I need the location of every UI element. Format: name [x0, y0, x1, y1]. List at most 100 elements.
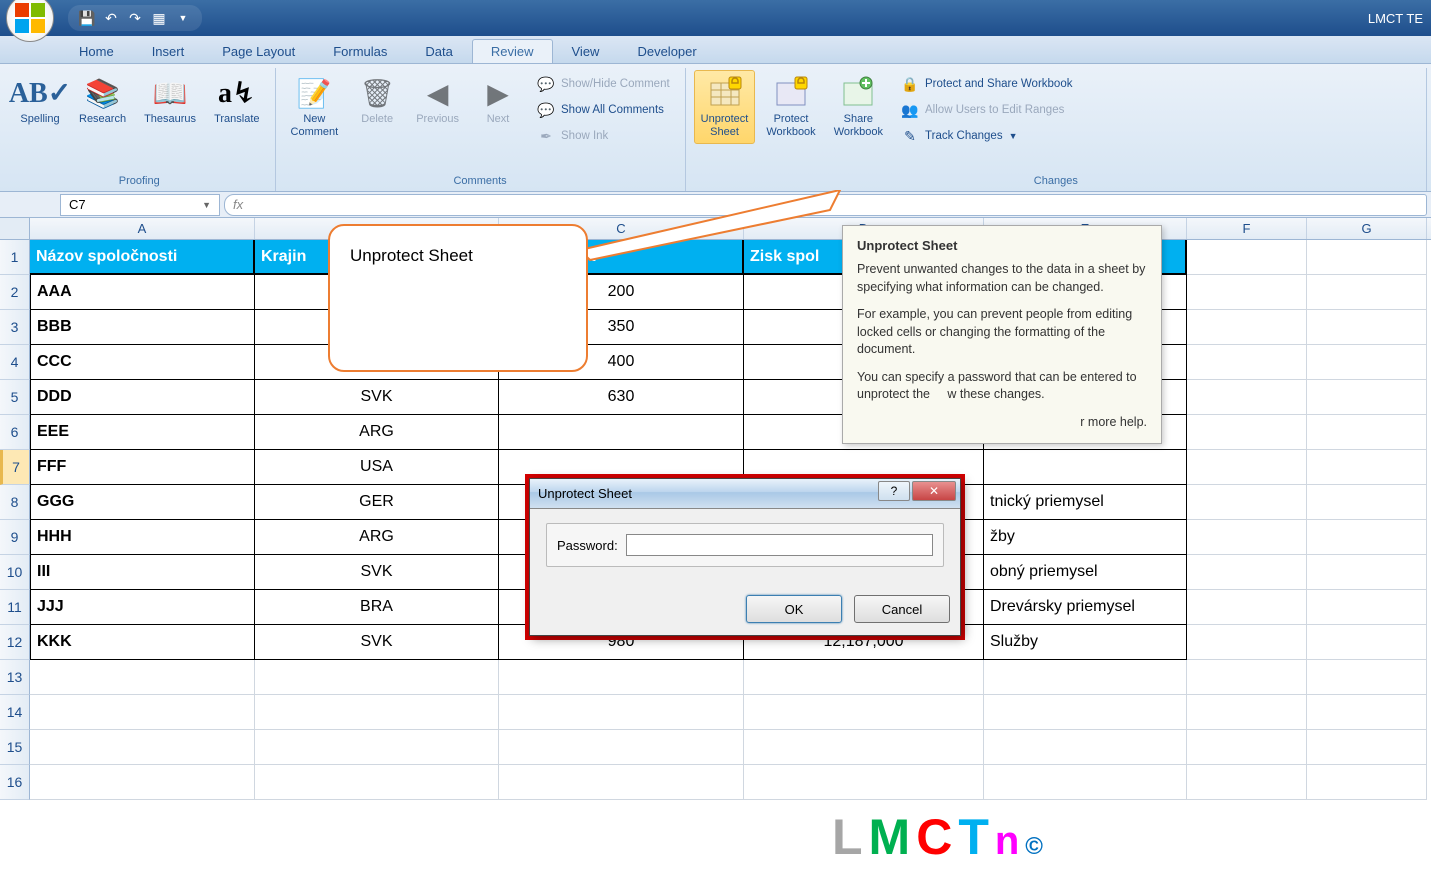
ok-button[interactable]: OK	[746, 595, 842, 623]
data-cell[interactable]: FFF	[30, 450, 255, 485]
cell[interactable]	[1187, 765, 1307, 800]
show-all-comments-button[interactable]: 💬Show All Comments	[530, 98, 677, 122]
cell[interactable]	[1307, 555, 1427, 590]
cell[interactable]	[1307, 310, 1427, 345]
allow-users-button[interactable]: 👥Allow Users to Edit Ranges	[894, 98, 1079, 122]
cell[interactable]	[1187, 730, 1307, 765]
data-cell[interactable]: HHH	[30, 520, 255, 555]
protect-workbook-button[interactable]: Protect Workbook	[759, 70, 822, 144]
data-cell[interactable]: CCC	[30, 345, 255, 380]
data-cell[interactable]	[984, 450, 1187, 485]
tab-view[interactable]: View	[553, 39, 619, 63]
translate-button[interactable]: a↯ Translate	[207, 70, 266, 131]
cell[interactable]	[30, 765, 255, 800]
cell[interactable]	[984, 765, 1187, 800]
row-header[interactable]: 1	[0, 240, 30, 275]
data-cell[interactable]: SVK	[255, 625, 499, 660]
data-cell[interactable]: GGG	[30, 485, 255, 520]
cell[interactable]	[1187, 240, 1307, 275]
protect-share-button[interactable]: 🔒Protect and Share Workbook	[894, 72, 1079, 96]
cell[interactable]	[984, 695, 1187, 730]
cell[interactable]	[1187, 345, 1307, 380]
qat-customize-icon[interactable]: ▼	[172, 7, 194, 29]
delete-comment-button[interactable]: 🗑 Delete	[349, 70, 405, 131]
cell[interactable]	[30, 660, 255, 695]
cell[interactable]	[1307, 485, 1427, 520]
show-ink-button[interactable]: ✒Show Ink	[530, 124, 677, 148]
spelling-button[interactable]: AB✓ Spelling	[12, 70, 68, 131]
data-cell[interactable]: SVK	[255, 555, 499, 590]
data-cell[interactable]: AAA	[30, 275, 255, 310]
next-comment-button[interactable]: ▶ Next	[470, 70, 526, 131]
row-header[interactable]: 2	[0, 275, 30, 310]
cell[interactable]	[255, 765, 499, 800]
col-header-A[interactable]: A	[30, 218, 255, 239]
tab-page-layout[interactable]: Page Layout	[203, 39, 314, 63]
cell[interactable]	[1187, 625, 1307, 660]
row-header[interactable]: 6	[0, 415, 30, 450]
qat-item-icon[interactable]: ▦	[148, 7, 170, 29]
row-header[interactable]: 8	[0, 485, 30, 520]
data-cell[interactable]: ARG	[255, 415, 499, 450]
chevron-down-icon[interactable]: ▼	[202, 200, 211, 210]
dialog-close-button[interactable]: ✕	[912, 481, 956, 501]
share-workbook-button[interactable]: Share Workbook	[827, 70, 890, 144]
row-header[interactable]: 4	[0, 345, 30, 380]
tab-insert[interactable]: Insert	[133, 39, 204, 63]
data-cell[interactable]: III	[30, 555, 255, 590]
cell[interactable]	[984, 730, 1187, 765]
row-header[interactable]: 15	[0, 730, 30, 765]
row-header[interactable]: 13	[0, 660, 30, 695]
cell[interactable]	[1187, 485, 1307, 520]
previous-comment-button[interactable]: ◀ Previous	[409, 70, 466, 131]
data-cell[interactable]: JJJ	[30, 590, 255, 625]
data-cell[interactable]: tnický priemysel	[984, 485, 1187, 520]
data-cell[interactable]: BBB	[30, 310, 255, 345]
cell[interactable]	[1187, 555, 1307, 590]
data-cell[interactable]: EEE	[30, 415, 255, 450]
cell[interactable]	[499, 730, 744, 765]
row-header[interactable]: 12	[0, 625, 30, 660]
data-cell[interactable]: GER	[255, 485, 499, 520]
cell[interactable]	[1307, 380, 1427, 415]
row-header[interactable]: 10	[0, 555, 30, 590]
password-input[interactable]	[626, 534, 933, 556]
cancel-button[interactable]: Cancel	[854, 595, 950, 623]
tab-data[interactable]: Data	[406, 39, 471, 63]
row-header[interactable]: 14	[0, 695, 30, 730]
row-header[interactable]: 11	[0, 590, 30, 625]
tab-formulas[interactable]: Formulas	[314, 39, 406, 63]
cell[interactable]	[499, 695, 744, 730]
cell[interactable]	[1307, 520, 1427, 555]
header-cell[interactable]: Názov spoločnosti	[30, 240, 255, 275]
cell[interactable]	[984, 660, 1187, 695]
tab-home[interactable]: Home	[60, 39, 133, 63]
office-button[interactable]	[6, 0, 54, 42]
cell[interactable]	[1187, 310, 1307, 345]
cell[interactable]	[1307, 625, 1427, 660]
col-header-F[interactable]: F	[1187, 218, 1307, 239]
data-cell[interactable]: KKK	[30, 625, 255, 660]
row-header[interactable]: 16	[0, 765, 30, 800]
data-cell[interactable]: USA	[255, 450, 499, 485]
cell[interactable]	[1187, 415, 1307, 450]
data-cell[interactable]: 630	[499, 380, 744, 415]
redo-icon[interactable]: ↷	[124, 7, 146, 29]
data-cell[interactable]: obný priemysel	[984, 555, 1187, 590]
research-button[interactable]: 📚 Research	[72, 70, 133, 131]
data-cell[interactable]: Drevársky priemysel	[984, 590, 1187, 625]
row-header[interactable]: 3	[0, 310, 30, 345]
data-cell[interactable]: ARG	[255, 520, 499, 555]
cell[interactable]	[1307, 695, 1427, 730]
cell[interactable]	[1307, 275, 1427, 310]
cell[interactable]	[744, 730, 984, 765]
undo-icon[interactable]: ↶	[100, 7, 122, 29]
cell[interactable]	[744, 765, 984, 800]
cell[interactable]	[30, 695, 255, 730]
track-changes-button[interactable]: ✎Track Changes ▼	[894, 124, 1079, 148]
row-header[interactable]: 9	[0, 520, 30, 555]
cell[interactable]	[1187, 660, 1307, 695]
dialog-title-bar[interactable]: Unprotect Sheet ? ✕	[530, 479, 960, 509]
select-all-corner[interactable]	[0, 218, 30, 239]
cell[interactable]	[255, 695, 499, 730]
